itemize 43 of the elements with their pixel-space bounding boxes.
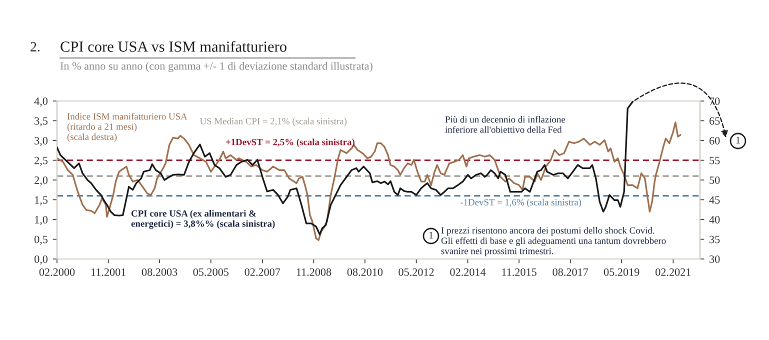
y-tick-label: 1,5 [35,196,48,206]
ref-line-label: US Median CPI = 2,1% (scala sinistra) [200,118,347,126]
annotation: I prezzi risentono ancora dei postumi dello shock Covid. Gli effetti di base e gli adeguamenti una tantum dovrebbero svanire nei prossimi trimestri. [441,227,666,256]
y2-tick-label: 30 [710,255,720,263]
x-tick-label: 05.2012 [398,268,434,276]
x-tick-label: 11.2001 [91,268,126,276]
y2-tick-label: 35 [710,236,720,244]
text: 1 [736,136,740,144]
y-tick-label: 0,0 [34,255,48,265]
annotation: Più di un decennio di inflazione inferiore all'obiettivo della Fed [445,116,566,133]
y-tick-label: 3,5 [34,117,48,126]
x-tick-label: 02.2014 [450,268,486,276]
y2-tick-label: 65 [710,117,720,125]
y-tick-label: 2,0 [34,176,48,186]
y-tick-label: 1,0 [35,216,48,226]
y-tick-label: 4,0 [34,97,48,107]
y2-tick-label: 50 [710,176,720,184]
y2-tick-label: 40 [709,216,720,224]
x-tick-label: 08.2017 [552,268,588,276]
chart-title: CPI core USA vs ISM manifatturiero [60,40,286,52]
x-tick-label: 11.2015 [502,268,536,276]
y-tick-label: 0,5 [34,236,48,245]
x-tick-label: 02.2000 [39,268,75,276]
y2-tick-label: 70 [710,97,720,105]
x-tick-label: 08.2003 [142,268,178,276]
x-tick-label: 08.2010 [347,268,383,276]
annotation: 1 [429,232,433,238]
chart-subtitle: In % anno su anno (con gamma +/- 1 di deviazione standard illustrata) [60,62,372,72]
text: 2. [30,42,40,52]
y2-tick-label: 45 [709,196,720,204]
x-tick-label: 02.2021 [656,268,691,276]
annotation: Indice ISM manifatturiero USA (ritardo a 21 mesi) (scala destra) [67,112,188,142]
ref-line-label: +1DevST = 2,5% (scala sinistra) [226,138,354,148]
y-tick-label: 2,5 [34,156,48,166]
x-tick-label: 05.2019 [604,268,640,276]
ref-line-label: -1DevST = 1,6% (scala sinistra) [460,198,582,208]
y2-tick-label: 60 [710,136,720,144]
x-tick-label: 02.2007 [244,268,280,276]
y-tick-label: 3,0 [34,136,48,146]
annotation: CPI core USA (ex alimentari & energetici) = 3,8%% (scala sinistra) [131,210,275,229]
y2-tick-label: 55 [710,156,720,164]
x-tick-label: 05.2005 [193,268,229,276]
x-tick-label: 11.2008 [296,268,332,276]
